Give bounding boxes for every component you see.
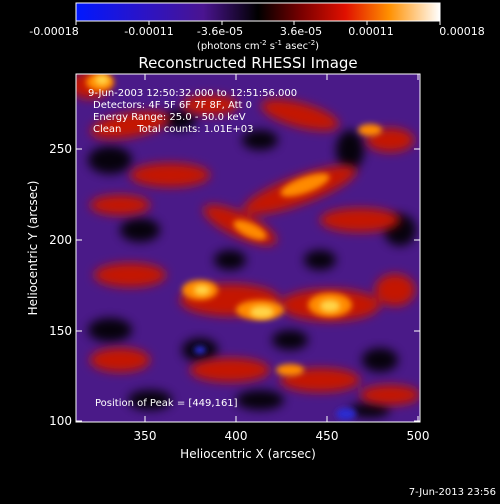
y-tick-label: 250 [49,142,72,156]
footer-date: 7-Jun-2013 23:56 [409,487,496,498]
x-tick-label: 350 [134,429,157,443]
y-tick-label: 100 [49,414,72,428]
info-peak: Position of Peak = [449,161] [95,398,238,409]
colorbar-tick-label: 3.6e-05 [280,25,322,38]
y-ticks [76,148,420,422]
x-tick-label: 500 [407,429,430,443]
plot-frame [75,73,421,423]
y-axis-label: Heliocentric Y (arcsec) [26,181,40,316]
plot-title: Reconstructed RHESSI Image [138,54,357,72]
colorbar-ticks [75,21,441,25]
hxr-image [76,74,420,422]
colorbar-units: (photons cm-2 s-1 asec-2) [197,39,319,52]
colorbar-tick-label: 0.00011 [348,25,394,38]
info-time: 9-Jun-2003 12:50:32.000 to 12:51:56.000 [88,88,297,99]
info-energy: Energy Range: 25.0 - 50.0 keV [93,112,246,123]
x-axis-label: Heliocentric X (arcsec) [180,447,316,461]
x-ticks [144,74,419,422]
colorbar-tick-label: -3.6e-05 [197,25,243,38]
y-tick-label: 150 [49,324,72,338]
y-tick-label: 200 [49,233,72,247]
colorbar-tick-label: -0.00011 [124,25,173,38]
info-detectors: Detectors: 4F 5F 6F 7F 8F, Att 0 [93,100,252,111]
info-clean: Clean Total counts: 1.01E+03 [93,124,253,135]
colorbar [75,2,441,22]
colorbar-tick-label: -0.00018 [29,25,78,38]
x-tick-label: 450 [316,429,339,443]
colorbar-tick-label: 0.00018 [439,25,485,38]
x-tick-label: 400 [225,429,248,443]
